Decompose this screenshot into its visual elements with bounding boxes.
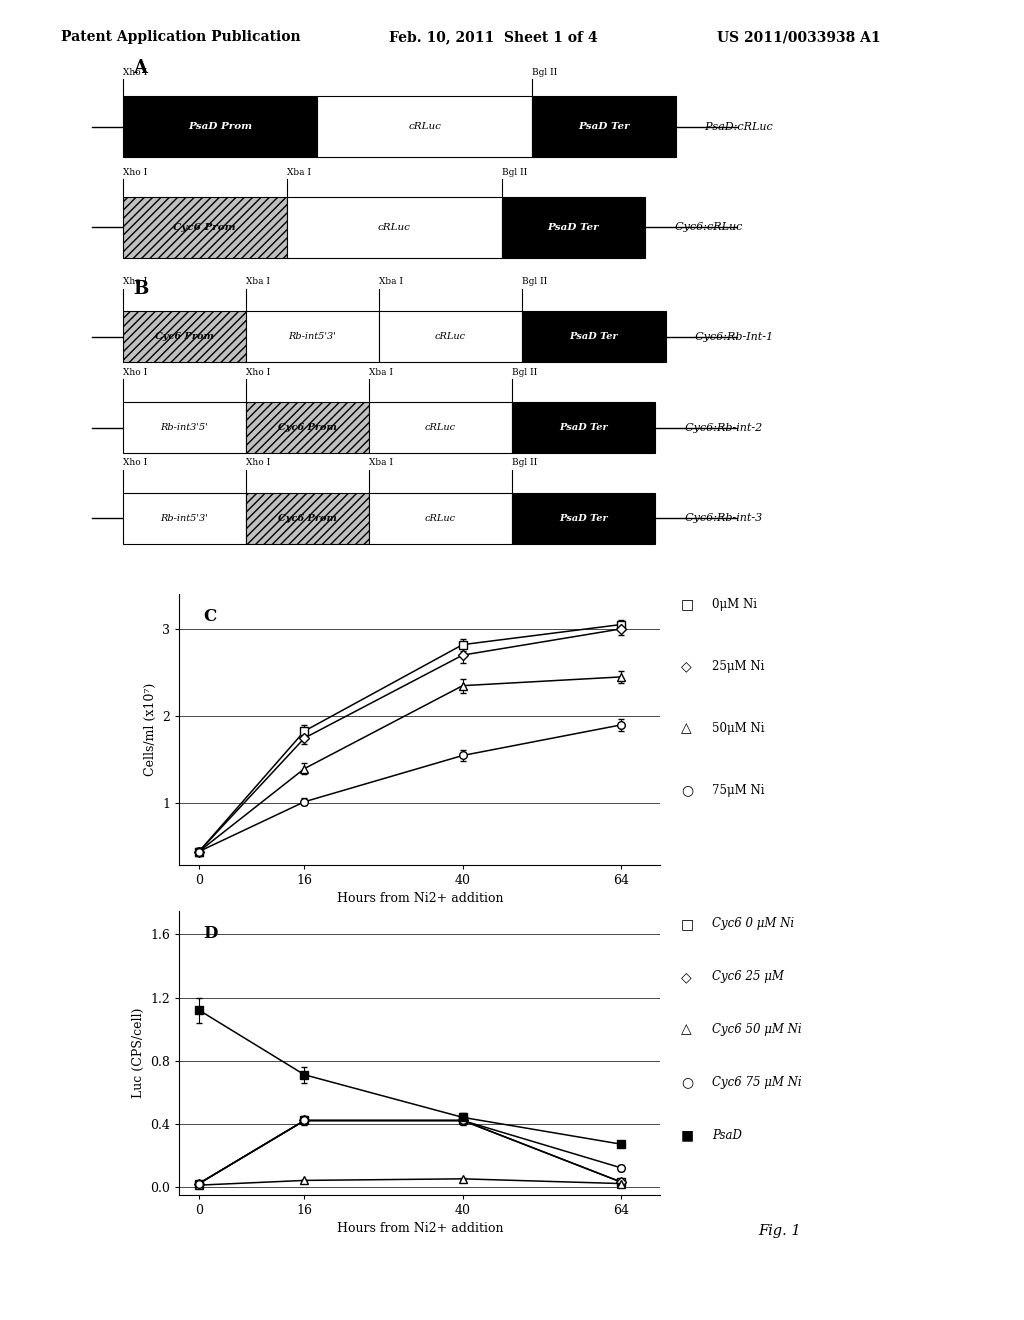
- Text: B: B: [133, 280, 148, 298]
- Text: Xho I: Xho I: [123, 67, 147, 77]
- Text: Rb-int5'3': Rb-int5'3': [289, 333, 336, 342]
- X-axis label: Hours from Ni2+ addition: Hours from Ni2+ addition: [337, 1222, 503, 1236]
- Bar: [246, 492, 369, 544]
- Text: Bgl II: Bgl II: [522, 277, 548, 285]
- Bar: [317, 96, 532, 157]
- Text: PsaD Ter: PsaD Ter: [548, 223, 599, 231]
- Text: Xba I: Xba I: [287, 168, 310, 177]
- Text: cRLuc: cRLuc: [425, 513, 456, 523]
- Text: PsaD Ter: PsaD Ter: [579, 123, 630, 132]
- Text: A: A: [133, 59, 147, 78]
- Bar: [369, 492, 512, 544]
- Text: 0μM Ni: 0μM Ni: [712, 598, 757, 611]
- Text: cRLuc: cRLuc: [378, 223, 411, 231]
- Text: – Cyc6:Rb-Int-1: – Cyc6:Rb-Int-1: [686, 331, 773, 342]
- Text: Cyc6 Prom: Cyc6 Prom: [278, 513, 337, 523]
- Text: Cyc6 50 μM Ni: Cyc6 50 μM Ni: [712, 1023, 802, 1036]
- Text: – Cyc6:Rb-int-2: – Cyc6:Rb-int-2: [676, 422, 762, 433]
- Text: ◇: ◇: [681, 970, 691, 983]
- Text: cRLuc: cRLuc: [425, 424, 456, 432]
- Text: C: C: [203, 607, 216, 624]
- Text: ◇: ◇: [681, 660, 691, 673]
- Bar: [123, 197, 287, 257]
- Text: Xho I: Xho I: [123, 277, 147, 285]
- Text: ■: ■: [681, 1129, 694, 1142]
- Text: 25μM Ni: 25μM Ni: [712, 660, 764, 673]
- Y-axis label: Cells/ml (x10⁷): Cells/ml (x10⁷): [143, 682, 157, 776]
- Text: cRLuc: cRLuc: [409, 123, 441, 132]
- Bar: [532, 96, 676, 157]
- Text: D: D: [203, 925, 218, 942]
- Text: Fig. 1: Fig. 1: [758, 1224, 801, 1238]
- Text: Cyc6 25 μM: Cyc6 25 μM: [712, 970, 783, 983]
- Text: 50μM Ni: 50μM Ni: [712, 722, 764, 735]
- Text: Feb. 10, 2011  Sheet 1 of 4: Feb. 10, 2011 Sheet 1 of 4: [389, 30, 598, 45]
- Text: Xho I: Xho I: [123, 367, 147, 376]
- Bar: [502, 197, 645, 257]
- Bar: [123, 403, 246, 453]
- Text: US 2011/0033938 A1: US 2011/0033938 A1: [717, 30, 881, 45]
- Text: Xba I: Xba I: [369, 458, 392, 467]
- Text: Rb-int5'3': Rb-int5'3': [161, 513, 208, 523]
- Bar: [379, 312, 522, 363]
- Text: Xba I: Xba I: [369, 367, 392, 376]
- X-axis label: Hours from Ni2+ addition: Hours from Ni2+ addition: [337, 892, 503, 906]
- Text: Cyc6 Prom: Cyc6 Prom: [173, 223, 237, 231]
- Bar: [287, 197, 502, 257]
- Text: PsaD: PsaD: [712, 1129, 741, 1142]
- Bar: [512, 492, 655, 544]
- Text: □: □: [681, 917, 694, 931]
- Text: Xho I: Xho I: [123, 458, 147, 467]
- Text: ○: ○: [681, 784, 693, 797]
- Text: Xba I: Xba I: [246, 277, 269, 285]
- Bar: [246, 312, 379, 363]
- Text: △: △: [681, 722, 691, 735]
- Text: Cyc6 Prom: Cyc6 Prom: [155, 333, 214, 342]
- Bar: [512, 403, 655, 453]
- Text: PsaD Ter: PsaD Ter: [569, 333, 618, 342]
- Text: Xba I: Xba I: [379, 277, 402, 285]
- Text: Patent Application Publication: Patent Application Publication: [61, 30, 301, 45]
- Text: Cyc6 0 μM Ni: Cyc6 0 μM Ni: [712, 917, 794, 931]
- Text: Cyc6 Prom: Cyc6 Prom: [278, 424, 337, 432]
- Text: Bgl II: Bgl II: [502, 168, 527, 177]
- Text: PsaD Prom: PsaD Prom: [188, 123, 252, 132]
- Text: cRLuc: cRLuc: [435, 333, 466, 342]
- Bar: [123, 312, 246, 363]
- Text: Xho I: Xho I: [246, 367, 270, 376]
- Text: – Cyc6:Rb-int-3: – Cyc6:Rb-int-3: [676, 513, 762, 524]
- Text: Bgl II: Bgl II: [512, 367, 538, 376]
- Text: – Cyc6:cRLuc: – Cyc6:cRLuc: [666, 222, 742, 232]
- Text: PsaD Ter: PsaD Ter: [559, 513, 608, 523]
- Text: PsaD Ter: PsaD Ter: [559, 424, 608, 432]
- Text: △: △: [681, 1023, 691, 1036]
- Text: Rb-int3'5': Rb-int3'5': [161, 424, 208, 432]
- Bar: [522, 312, 666, 363]
- Text: 75μM Ni: 75μM Ni: [712, 784, 764, 797]
- Text: Cyc6 75 μM Ni: Cyc6 75 μM Ni: [712, 1076, 802, 1089]
- Text: – PsaD:cRLuc: – PsaD:cRLuc: [696, 121, 773, 132]
- Bar: [246, 403, 369, 453]
- Bar: [369, 403, 512, 453]
- Text: □: □: [681, 598, 694, 611]
- Bar: [123, 492, 246, 544]
- Text: ○: ○: [681, 1076, 693, 1089]
- Bar: [123, 96, 317, 157]
- Y-axis label: Luc (CPS/cell): Luc (CPS/cell): [132, 1007, 144, 1098]
- Text: Bgl II: Bgl II: [512, 458, 538, 467]
- Text: Xho I: Xho I: [123, 168, 147, 177]
- Text: Xho I: Xho I: [246, 458, 270, 467]
- Text: Bgl II: Bgl II: [532, 67, 558, 77]
